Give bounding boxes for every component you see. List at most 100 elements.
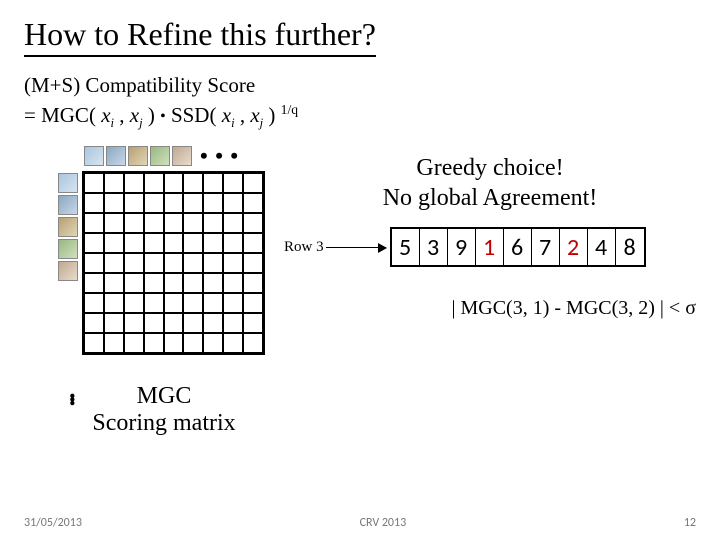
matrix-cell <box>223 213 243 233</box>
matrix-cell <box>104 193 124 213</box>
seq-cell: 5 <box>392 229 420 265</box>
seq-cell: 6 <box>504 229 532 265</box>
formula-j1: j <box>139 117 143 131</box>
formula-ssd: SSD( <box>171 103 222 127</box>
formula-j2: j <box>260 117 264 131</box>
matrix-cell <box>164 333 184 353</box>
matrix-cell <box>104 253 124 273</box>
matrix-cell <box>183 213 203 233</box>
thumb-left <box>58 217 78 237</box>
matrix-cell <box>203 293 223 313</box>
thumb-top <box>150 146 170 166</box>
matrix-cell <box>223 333 243 353</box>
matrix-cell <box>243 313 263 333</box>
matrix-cell <box>203 213 223 233</box>
matrix-cell <box>243 293 263 313</box>
matrix-cell <box>104 233 124 253</box>
matrix-cell <box>223 173 243 193</box>
matrix-cell <box>183 273 203 293</box>
matrix-cell <box>164 313 184 333</box>
row3-arrow: Row 3 539167248 <box>284 227 696 267</box>
matrix-cell <box>164 233 184 253</box>
matrix-cell <box>243 213 263 233</box>
arrow-icon <box>326 247 386 248</box>
mgc-matrix <box>82 171 265 355</box>
thumb-top <box>106 146 126 166</box>
matrix-cell <box>84 173 104 193</box>
matrix-label-l2: Scoring matrix <box>92 410 235 436</box>
callout-l2: No global Agreement! <box>383 185 598 211</box>
matrix-cell <box>164 253 184 273</box>
matrix-cell <box>223 313 243 333</box>
matrix-cell <box>84 293 104 313</box>
formula-x3: x <box>222 103 231 127</box>
matrix-cell <box>223 233 243 253</box>
matrix-cell <box>183 253 203 273</box>
matrix-cell <box>164 193 184 213</box>
thumb-left <box>58 239 78 259</box>
matrix-cell <box>104 333 124 353</box>
matrix-label: MGC Scoring matrix <box>54 383 274 437</box>
thumb-left <box>58 195 78 215</box>
matrix-cell <box>124 293 144 313</box>
thumb-left <box>58 261 78 281</box>
matrix-cell <box>183 233 203 253</box>
matrix-block: • • • ••• MGC Scoring matrix <box>24 143 274 437</box>
greedy-callout: Greedy choice! No global Agreement! <box>284 153 696 213</box>
matrix-cell <box>124 313 144 333</box>
matrix-cell <box>124 173 144 193</box>
matrix-cell <box>223 253 243 273</box>
formula-eq: = MGC( <box>24 103 96 127</box>
condition-text: | MGC(3, 1) - MGC(3, 2) | < σ <box>284 297 696 320</box>
thumb-top <box>128 146 148 166</box>
thumb-top <box>84 146 104 166</box>
seq-cell: 8 <box>616 229 644 265</box>
matrix-cell <box>144 313 164 333</box>
hdots: • • • <box>194 143 239 169</box>
matrix-cell <box>243 333 263 353</box>
matrix-cell <box>223 193 243 213</box>
matrix-cell <box>124 213 144 233</box>
matrix-cell <box>164 293 184 313</box>
matrix-cell <box>144 173 164 193</box>
sequence-row: 539167248 <box>390 227 646 267</box>
matrix-cell <box>84 233 104 253</box>
matrix-cell <box>84 333 104 353</box>
formula-i1: i <box>111 117 115 131</box>
formula-lead: (M+S) Compatibility Score <box>24 73 255 97</box>
matrix-cell <box>124 273 144 293</box>
matrix-cell <box>203 273 223 293</box>
formula-dot: • <box>160 108 166 125</box>
matrix-cell <box>84 273 104 293</box>
matrix-cell <box>144 273 164 293</box>
formula-exp: 1/q <box>281 102 298 117</box>
matrix-cell <box>183 173 203 193</box>
seq-cell: 2 <box>560 229 588 265</box>
row3-label: Row 3 <box>284 239 324 256</box>
formula-x2: x <box>130 103 139 127</box>
matrix-cell <box>144 293 164 313</box>
matrix-cell <box>203 333 223 353</box>
matrix-cell <box>84 313 104 333</box>
top-thumbs: • • • <box>84 143 274 169</box>
vdots: ••• <box>62 393 80 404</box>
footer-pagenum: 12 <box>684 516 696 530</box>
matrix-cell <box>243 193 263 213</box>
matrix-cell <box>203 173 223 193</box>
matrix-cell <box>124 253 144 273</box>
matrix-cell <box>223 273 243 293</box>
matrix-cell <box>144 233 164 253</box>
matrix-cell <box>183 333 203 353</box>
matrix-cell <box>243 233 263 253</box>
matrix-cell <box>164 273 184 293</box>
formula-comma2: , <box>240 103 251 127</box>
matrix-cell <box>243 253 263 273</box>
seq-cell: 9 <box>448 229 476 265</box>
matrix-cell <box>104 273 124 293</box>
formula-close1: ) <box>148 103 155 127</box>
matrix-cell <box>84 213 104 233</box>
matrix-cell <box>164 213 184 233</box>
thumb-top <box>172 146 192 166</box>
matrix-cell <box>124 193 144 213</box>
matrix-cell <box>124 333 144 353</box>
